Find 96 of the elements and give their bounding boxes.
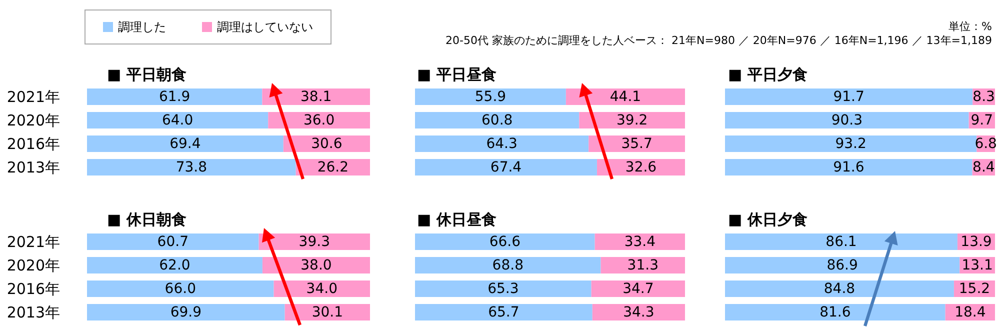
data-label: 34.7 (622, 280, 654, 297)
data-label: 86.9 (826, 257, 858, 274)
bar (594, 234, 685, 250)
data-label: 39.2 (616, 112, 648, 128)
data-label: 26.2 (317, 159, 349, 176)
data-label: 91.6 (833, 159, 864, 176)
bar (87, 304, 285, 320)
chart-title: ■ 平日夕食 (728, 66, 808, 84)
bar (87, 159, 296, 176)
data-label: 68.8 (492, 257, 524, 274)
data-label: 84.8 (824, 280, 856, 297)
y-tick-label: 2013年 (6, 303, 60, 322)
chart-title: ■ 休日昼食 (417, 210, 496, 228)
data-label: 69.9 (170, 304, 202, 320)
bar (415, 112, 580, 128)
bar (725, 280, 954, 297)
y-tick-label: 2021年 (6, 232, 60, 251)
bar (415, 304, 592, 320)
chart-title: ■ 休日夕食 (728, 210, 808, 228)
data-label: 55.9 (474, 88, 506, 105)
text: 20-50代 家族のために調理をした人ベース： 21年N=980 ／ 20年N=976 ／ 16年N=1,196 ／ 13年=1,189 (446, 34, 992, 48)
data-label: 35.7 (621, 136, 652, 152)
data-label: 38.0 (300, 257, 332, 274)
bar (87, 280, 274, 297)
data-label: 61.9 (159, 88, 190, 105)
data-label: 9.7 (970, 112, 994, 128)
data-label: 66.6 (489, 234, 521, 250)
y-tick-label: 2021年 (6, 88, 60, 106)
bar (87, 136, 284, 152)
bar (725, 112, 969, 128)
bar (725, 136, 977, 152)
data-label: 65.3 (488, 280, 519, 297)
data-label: 91.7 (833, 88, 864, 105)
data-label: 86.1 (826, 234, 857, 250)
data-label: 60.7 (157, 234, 188, 250)
data-label: 8.3 (972, 88, 995, 105)
y-tick-label: 2016年 (6, 280, 60, 298)
bar (87, 257, 262, 274)
bar (579, 112, 685, 128)
data-label: 15.2 (958, 280, 990, 297)
data-label: 36.0 (303, 112, 335, 128)
chart-title: ■ 休日朝食 (107, 210, 186, 228)
data-label: 66.0 (164, 280, 196, 297)
bar (87, 112, 268, 128)
bar (725, 304, 946, 320)
data-label: 32.6 (625, 159, 657, 176)
data-label: 73.8 (176, 159, 208, 176)
data-label: 60.8 (481, 112, 513, 128)
bar (725, 234, 958, 250)
bar (87, 88, 262, 105)
data-label: 38.1 (300, 88, 332, 105)
data-label: 44.1 (610, 88, 642, 105)
bar (415, 234, 595, 250)
data-label: 64.3 (486, 136, 518, 152)
text: 単位：% (948, 20, 992, 34)
bar (415, 159, 597, 176)
bar (415, 136, 589, 152)
bar (87, 234, 259, 250)
bar (415, 280, 592, 297)
data-label: 67.4 (490, 159, 522, 176)
legend-label: 調理した (118, 20, 166, 34)
data-label: 6.8 (974, 136, 997, 152)
data-label: 13.9 (960, 234, 992, 250)
data-label: 69.4 (170, 136, 201, 152)
data-label: 34.3 (623, 304, 654, 320)
data-label: 90.3 (831, 112, 862, 128)
bar (415, 257, 601, 274)
data-label: 13.1 (962, 257, 993, 274)
y-tick-label: 2013年 (6, 158, 60, 176)
chart-title: ■ 平日朝食 (107, 66, 186, 84)
bar (725, 88, 973, 105)
bar (415, 88, 566, 105)
data-label: 33.4 (624, 234, 656, 250)
data-label: 65.7 (488, 304, 520, 320)
data-label: 18.4 (954, 304, 986, 320)
y-tick-label: 2020年 (6, 256, 60, 274)
data-label: 30.6 (311, 136, 342, 152)
bar (600, 257, 685, 274)
bar (725, 257, 960, 274)
data-label: 8.4 (972, 159, 995, 176)
y-tick-label: 2020年 (6, 111, 60, 130)
y-tick-label: 2016年 (6, 134, 60, 153)
chart-title: ■ 平日昼食 (417, 66, 496, 84)
data-label: 30.1 (312, 304, 343, 320)
bar (591, 280, 685, 297)
data-label: 93.2 (835, 136, 866, 152)
data-label: 64.0 (162, 112, 194, 128)
data-label: 31.3 (627, 257, 658, 274)
data-label: 62.0 (159, 257, 190, 274)
legend-label: 調理はしていない (217, 20, 313, 34)
bar (725, 159, 972, 176)
bar (588, 136, 685, 152)
bar (592, 304, 685, 320)
data-label: 81.6 (820, 304, 851, 320)
data-label: 39.3 (298, 234, 330, 250)
data-label: 34.0 (306, 280, 338, 297)
